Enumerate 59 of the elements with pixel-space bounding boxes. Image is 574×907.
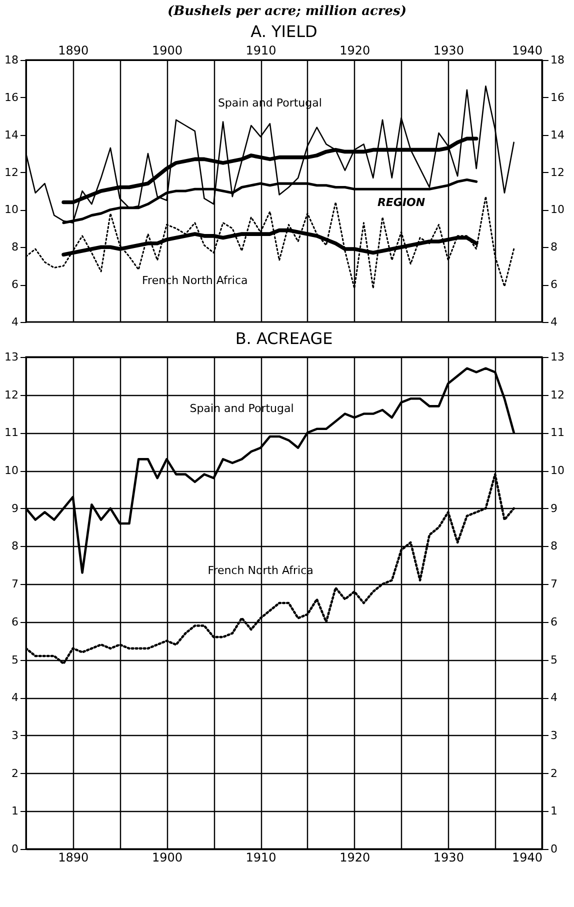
chart-title: B. ACREAGE: [235, 329, 333, 348]
y2-tick-label: 0: [550, 842, 558, 856]
y-tick-label: 5: [12, 653, 18, 666]
x-tick-label: 1940: [512, 44, 542, 58]
y2-tick-label: 10: [550, 203, 564, 216]
y2-tick-label: 4: [550, 316, 558, 328]
x-tick-label: 1920: [340, 850, 370, 864]
y2-tick-label: 9: [550, 502, 558, 515]
y-tick-label: 12: [4, 166, 18, 179]
y2-tick-label: 6: [550, 278, 558, 292]
chart-title: A. YIELD: [250, 22, 318, 41]
y-tick-label: 12: [4, 388, 18, 402]
y2-tick-label: 8: [550, 540, 558, 553]
y-tick-label: 13: [4, 350, 18, 364]
y-tick-label: 6: [12, 615, 18, 628]
y-tick-label: 11: [4, 426, 18, 440]
y-tick-label: 10: [4, 203, 18, 216]
y-tick-label: 2: [12, 766, 18, 780]
y-tick-label: 14: [4, 128, 18, 142]
x-tick-label: 1930: [433, 850, 464, 864]
x-tick-label: 1910: [246, 850, 276, 864]
x-tick-label: 1920: [340, 44, 370, 58]
y2-tick-label: 8: [550, 240, 558, 254]
x-tick-label: 1890: [58, 44, 89, 58]
y-tick-label: 8: [12, 240, 18, 254]
y2-tick-label: 1: [550, 804, 558, 818]
y-tick-label: 6: [12, 278, 18, 292]
y2-tick-label: 2: [550, 766, 558, 780]
y2-tick-label: 12: [550, 388, 564, 402]
y2-tick-label: 11: [550, 426, 564, 440]
x-tick-label: 1910: [246, 44, 276, 58]
x-tick-label: 1940: [512, 850, 542, 864]
y-tick-label: 10: [4, 464, 18, 478]
y-tick-label: 3: [12, 728, 18, 742]
y-tick-label: 16: [4, 90, 18, 104]
y2-tick-label: 16: [550, 90, 564, 104]
y2-tick-label: 7: [550, 578, 558, 591]
y-tick-label: 4: [12, 691, 18, 704]
y-tick-label: 7: [12, 578, 18, 591]
y-tick-label: 1: [12, 804, 18, 818]
y2-tick-label: 10: [550, 464, 564, 478]
x-tick-label: 1900: [152, 850, 182, 864]
x-tick-label: 1890: [58, 850, 89, 864]
y2-tick-label: 14: [550, 128, 564, 142]
y2-tick-label: 6: [550, 615, 558, 628]
y2-tick-label: 4: [550, 691, 558, 704]
chart-subtitle: (Bushels per acre; million acres): [166, 3, 408, 21]
y2-tick-label: 5: [550, 653, 558, 666]
y2-tick-label: 12: [550, 166, 564, 179]
y2-tick-label: 18: [550, 54, 564, 66]
y-tick-label: 8: [12, 540, 18, 553]
y-tick-label: 4: [12, 316, 18, 328]
x-tick-label: 1900: [152, 44, 182, 58]
y2-tick-label: 13: [550, 350, 564, 364]
y2-tick-label: 3: [550, 728, 558, 742]
y-tick-label: 9: [12, 502, 18, 515]
y-tick-label: 0: [12, 842, 18, 856]
x-tick-label: 1930: [433, 44, 464, 58]
y-tick-label: 18: [4, 54, 18, 66]
